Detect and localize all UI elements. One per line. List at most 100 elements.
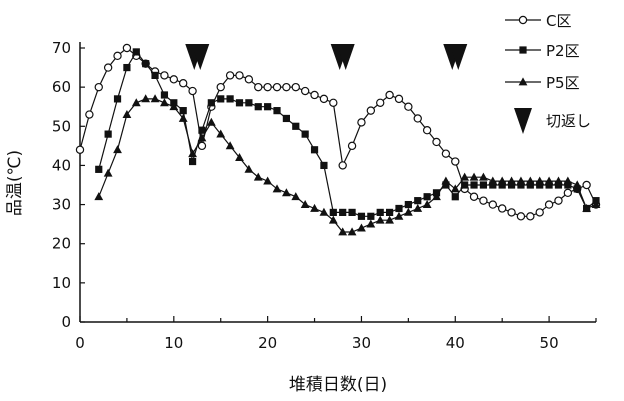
data-point — [394, 94, 404, 104]
data-point — [132, 48, 140, 56]
data-point — [85, 110, 94, 119]
data-point — [376, 208, 384, 216]
data-point — [573, 185, 581, 193]
data-point — [253, 172, 263, 181]
data-point — [348, 208, 356, 216]
data-point — [179, 107, 187, 115]
data-point — [347, 141, 357, 151]
y-tick-label: 50 — [52, 117, 71, 135]
data-point — [469, 192, 479, 201]
data-point — [404, 200, 412, 209]
data-point — [329, 208, 337, 216]
data-point — [554, 196, 563, 205]
data-point — [254, 103, 262, 111]
legend-label: 切返し — [546, 112, 591, 130]
data-point — [122, 43, 132, 53]
series-2 — [95, 48, 600, 220]
series-1 — [75, 43, 601, 221]
data-point — [207, 99, 215, 107]
data-point — [488, 200, 497, 209]
data-point — [582, 180, 591, 190]
data-point — [516, 176, 526, 185]
data-point — [367, 212, 375, 220]
data-point — [94, 82, 103, 92]
data-point — [357, 223, 366, 232]
data-point — [403, 207, 413, 216]
data-point — [319, 207, 329, 216]
data-point — [94, 192, 104, 201]
data-point — [450, 184, 460, 193]
data-point — [413, 203, 423, 212]
data-point — [414, 197, 422, 205]
x-tick-label: 30 — [352, 334, 371, 352]
y-axis-label: 品温(℃) — [5, 150, 25, 216]
data-point — [131, 98, 141, 107]
data-point — [338, 161, 347, 170]
data-point — [582, 203, 592, 212]
data-point — [516, 212, 526, 221]
data-point — [441, 149, 451, 158]
data-point — [507, 176, 516, 185]
legend-symbol — [518, 77, 528, 86]
y-tick-label: 30 — [52, 196, 71, 214]
data-point — [310, 203, 319, 212]
data-point — [273, 107, 281, 115]
data-point — [526, 181, 534, 189]
data-point — [103, 63, 113, 72]
data-point — [544, 200, 554, 209]
data-point — [291, 192, 301, 201]
data-point — [498, 181, 506, 189]
series-3 — [94, 94, 601, 236]
data-point — [282, 188, 291, 197]
data-point — [442, 181, 450, 189]
data-point — [264, 103, 272, 111]
turning-markers — [185, 44, 468, 70]
data-point — [338, 227, 348, 236]
data-point — [479, 181, 488, 189]
data-point — [441, 176, 451, 185]
data-point — [366, 106, 376, 115]
data-point — [282, 82, 291, 92]
data-point — [151, 71, 159, 79]
data-point — [591, 199, 601, 208]
data-point — [554, 176, 563, 185]
data-point — [357, 212, 366, 220]
data-point — [178, 79, 188, 88]
series-layer — [75, 43, 601, 236]
data-point — [113, 95, 122, 103]
data-point — [169, 102, 179, 111]
data-point — [113, 51, 122, 61]
data-point — [563, 176, 573, 185]
data-point — [217, 95, 225, 103]
data-point — [235, 71, 244, 80]
data-point — [292, 122, 300, 130]
data-point — [225, 141, 235, 150]
legend-label: P2区 — [546, 42, 580, 60]
data-point — [432, 192, 441, 201]
data-point — [525, 176, 535, 185]
x-tick-label: 40 — [446, 334, 465, 352]
data-point — [404, 102, 413, 111]
data-point — [517, 181, 525, 189]
y-tick-label: 0 — [61, 313, 71, 331]
data-point — [422, 125, 432, 135]
data-point — [254, 82, 263, 92]
data-point — [507, 208, 516, 217]
legend-label: C区 — [546, 12, 571, 30]
data-point — [554, 181, 563, 189]
axes: 0 10 20 30 40 50 60 70 0 10 20 30 40 50 — [52, 39, 597, 352]
data-point — [188, 157, 197, 166]
data-point — [413, 114, 422, 123]
data-point — [366, 219, 376, 228]
data-point — [489, 181, 497, 189]
data-point — [160, 71, 169, 80]
data-point — [535, 176, 545, 185]
data-point — [423, 193, 431, 201]
data-point — [460, 172, 470, 181]
data-point — [75, 145, 85, 154]
x-tick-label: 10 — [164, 334, 183, 352]
y-tick-label: 60 — [52, 78, 71, 96]
turning-marker — [191, 44, 210, 70]
data-point — [385, 215, 394, 224]
